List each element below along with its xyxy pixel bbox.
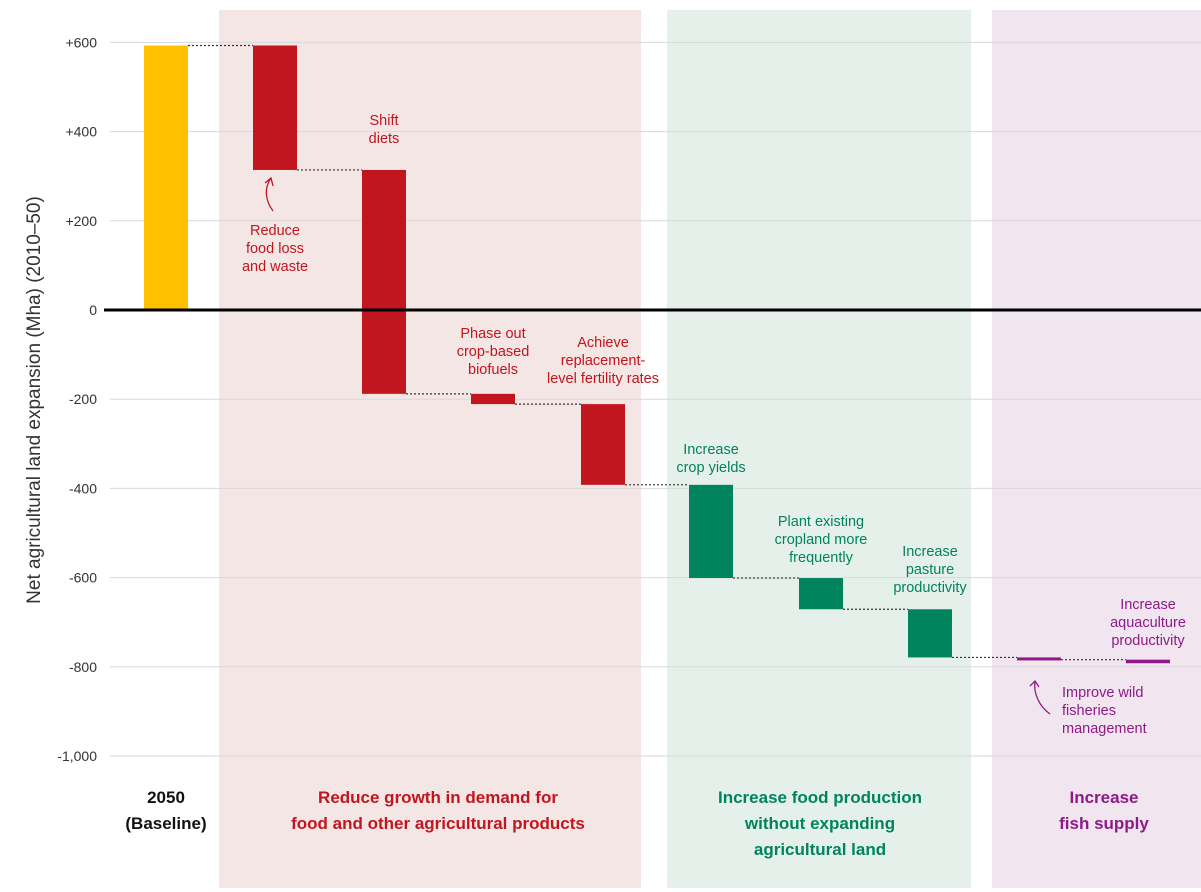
arrow-wild-fisheries-icon-head (1029, 679, 1040, 688)
y-tick-label: -600 (69, 570, 97, 586)
bar-phase-out-crop-based-biofuels (471, 393, 515, 405)
bar-label-achieve-replacement-level-fertility-rates: Achieve replacement-level fertility rates (547, 335, 659, 387)
group-label-fish: Increase fish supply (1059, 788, 1149, 833)
y-axis-label: Net agricultural land expansion (Mha) (2… (24, 196, 45, 604)
y-axis-ticks: +600 +400 +200 0 -200 -400 -600 -800 -1,000 (57, 34, 97, 764)
bar-label-reduce-food-loss-and-waste: Reduce food loss and waste (242, 223, 308, 275)
bar-achieve-replacement-level-fertility-rates (581, 404, 625, 485)
y-tick-label: -1,000 (57, 748, 97, 764)
bar-label-increase-pasture-productivity: Increase pasture productivity (893, 544, 967, 596)
bar-shift-diets (362, 169, 406, 394)
bar-label-shift-diets: Shift diets (369, 113, 400, 147)
y-tick-label: +200 (65, 213, 97, 229)
y-tick-label: +400 (65, 124, 97, 140)
group-label-production: Increase food production without expandin… (718, 788, 922, 859)
y-tick-label: 0 (89, 302, 97, 318)
arrow-food-loss-icon-head (264, 176, 274, 187)
bar-label-increase-crop-yields: Increase crop yields (676, 442, 745, 476)
bar-label-plant-existing-cropland-more-frequently: Plant existing cropland more frequently (775, 514, 868, 566)
bar-reduce-food-loss-and-waste (253, 45, 297, 170)
band-production (667, 10, 971, 888)
bar-improve-wild-fisheries-management (1017, 657, 1061, 661)
y-tick-label: -800 (69, 659, 97, 675)
bar-plant-existing-cropland-more-frequently (799, 578, 843, 610)
bar-label-increase-aquaculture-productivity: Increase aquaculture productivity (1110, 597, 1186, 649)
connector-lines (188, 44, 1126, 661)
group-label-baseline: 2050 (Baseline) (125, 788, 206, 833)
arrow-wild-fisheries-icon (1034, 680, 1051, 715)
arrow-food-loss-icon (265, 177, 274, 212)
group-labels: 2050 (Baseline) Reduce growth in demand fo… (125, 788, 1149, 859)
bar-increase-pasture-productivity (908, 609, 952, 658)
bars (144, 45, 1170, 664)
bar-labels: Reduce food loss and waste Shift diets Phase … (242, 113, 1186, 737)
annotation-arrows (264, 176, 1051, 715)
y-tick-label: -400 (69, 480, 97, 496)
bar-increase-crop-yields (689, 484, 733, 579)
category-bands (219, 10, 1201, 888)
bar-increase-aquaculture-productivity (1126, 659, 1170, 664)
group-label-demand: Reduce growth in demand for food and othe… (291, 788, 585, 833)
bar-label-phase-out-crop-based-biofuels: Phase out crop-based biofuels (457, 326, 530, 378)
y-tick-label: -200 (69, 391, 97, 407)
band-fish (992, 10, 1201, 888)
y-tick-label: +600 (65, 34, 97, 50)
bar-2050-baseline (144, 45, 188, 310)
bar-label-improve-wild-fisheries-management: Improve wild fisheries management (1062, 685, 1147, 737)
